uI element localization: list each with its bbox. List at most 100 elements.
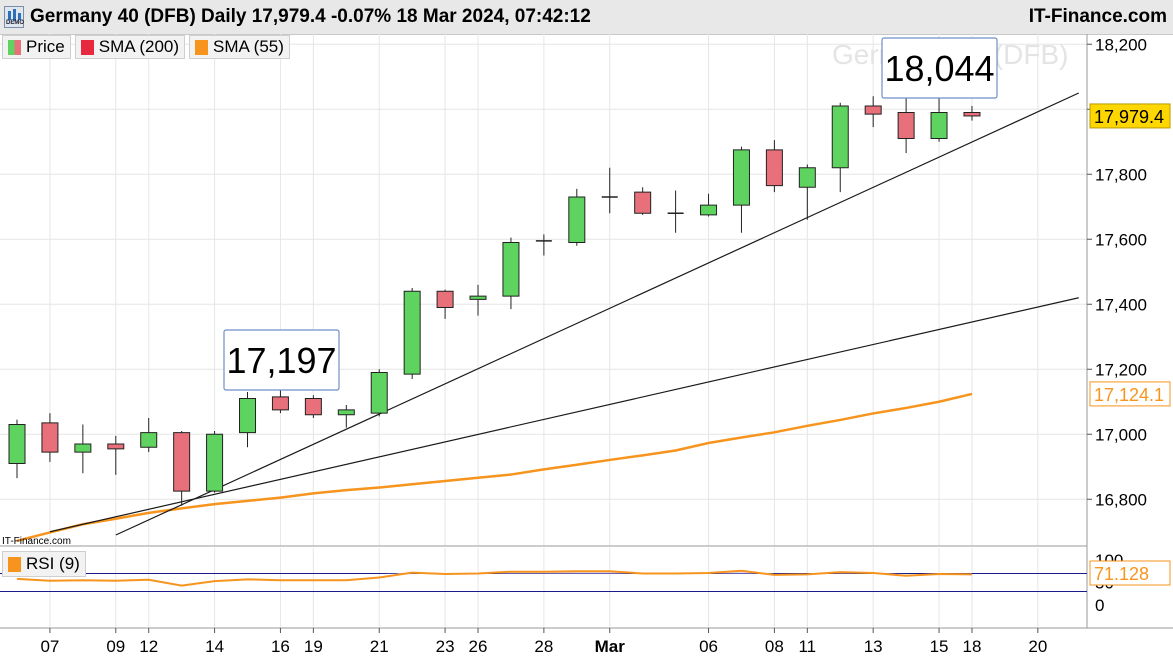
candle [930, 94, 948, 142]
rsi-value-label: 71.128 [1094, 564, 1149, 584]
candle [403, 288, 421, 379]
legend-item-price[interactable]: Price [2, 35, 71, 59]
price-axis: 16,80017,00017,20017,40017,60017,80018,0… [1087, 35, 1171, 509]
date-tick-label: 21 [370, 637, 389, 656]
candle [502, 237, 520, 310]
date-tick-label: 08 [765, 637, 784, 656]
sma55-value-label: 17,124.1 [1094, 385, 1164, 405]
candle-body-up [8, 424, 26, 464]
price-tick-label: 18,200 [1095, 35, 1147, 54]
candle [304, 395, 322, 418]
legend-item-sma200[interactable]: SMA (200) [74, 35, 186, 59]
rsi-swatch-icon [8, 556, 21, 572]
candle [337, 405, 355, 428]
candle-layer [8, 94, 981, 506]
annotation-label: 18,044 [884, 48, 994, 89]
grid-layer [0, 34, 1087, 628]
brand-name: IT-Finance.com [1028, 6, 1167, 27]
sma55-line [16, 392, 973, 543]
candle-body-down [765, 149, 783, 187]
price-tick-label: 17,800 [1095, 165, 1147, 184]
candle [667, 190, 684, 233]
date-tick-label: 15 [930, 637, 949, 656]
candle-body-down [897, 112, 915, 139]
price-tick-label: 17,000 [1095, 425, 1147, 444]
price-swatch-icon [8, 39, 21, 55]
candle-body-up [239, 398, 257, 434]
date-tick-label: 12 [139, 637, 158, 656]
date-tick-label: 20 [1028, 637, 1047, 656]
candle [798, 164, 816, 220]
candle-body-up [74, 443, 92, 453]
candle [601, 167, 618, 214]
date-tick-label: 23 [436, 637, 455, 656]
candle-body-down [436, 290, 454, 308]
candle [469, 284, 487, 316]
date-tick-label: 28 [534, 637, 553, 656]
chart-title: Germany 40 (DFB) Daily 17,979.4 -0.07% 1… [30, 6, 591, 27]
candle-body-up [700, 204, 718, 216]
candle-body-down [634, 191, 652, 214]
candle-body-up [568, 196, 586, 243]
source-label: IT-Finance.com [2, 536, 71, 547]
legend-label: SMA (55) [213, 37, 284, 56]
candle-body-up [831, 105, 849, 169]
date-tick-label: Mar [595, 637, 626, 656]
candle [831, 102, 849, 193]
panel-borders [0, 34, 1173, 629]
candle [8, 419, 26, 479]
rsi-panel: 05010071.128 [0, 551, 1171, 615]
candle [436, 289, 454, 319]
legend: Price SMA (200) SMA (55) [2, 35, 290, 59]
candle-body-up [930, 112, 948, 139]
trendline-1 [115, 92, 1080, 536]
price-tick-label: 17,200 [1095, 360, 1147, 379]
candle-body-up [798, 167, 816, 188]
candle [173, 431, 191, 506]
legend-label: Price [26, 37, 65, 56]
date-tick-label: 07 [40, 637, 59, 656]
price-annotation: 18,044 [881, 37, 998, 99]
date-tick-label: 18 [963, 637, 982, 656]
app-icon-label: DEMO [6, 20, 24, 26]
candle-body-up [502, 242, 520, 297]
price-tick-label: 17,400 [1095, 295, 1147, 314]
legend-label: RSI (9) [26, 554, 80, 573]
candle-body-down [864, 105, 882, 115]
sma-layer [16, 392, 973, 543]
candle-body-up [469, 295, 487, 300]
candle-body-up [370, 372, 388, 414]
candle [732, 146, 750, 233]
price-tick-label: 17,600 [1095, 230, 1147, 249]
candle [535, 234, 552, 256]
candle [700, 193, 718, 217]
candle-body-down [41, 422, 59, 453]
candle [963, 106, 981, 121]
sma55-value-tag [1089, 381, 1171, 407]
price-annotation: 17,197 [223, 329, 340, 391]
last-price-tag [1089, 103, 1171, 129]
legend-item-rsi[interactable]: RSI (9) [2, 551, 86, 577]
date-tick-label: 13 [864, 637, 883, 656]
candle [107, 435, 125, 475]
date-tick-label: 06 [699, 637, 718, 656]
candle-body-down [173, 432, 191, 492]
chart-header: DEMO Germany 40 (DFB) Daily 17,979.4 -0.… [0, 0, 1173, 35]
legend-item-sma55[interactable]: SMA (55) [189, 35, 290, 59]
candle [370, 369, 388, 417]
candle [140, 418, 158, 453]
candle [864, 96, 882, 128]
app-logo-icon[interactable]: DEMO [4, 6, 24, 28]
candle [568, 188, 586, 246]
date-tick-label: 16 [271, 637, 290, 656]
date-tick-label: 11 [798, 637, 816, 656]
candle [765, 140, 783, 193]
annotation-layer: 17,197 18,044 [223, 37, 998, 391]
date-tick-label: 14 [205, 637, 224, 656]
candle-body-down [107, 443, 125, 450]
legend-label: SMA (200) [98, 37, 180, 56]
date-tick-label: 19 [304, 637, 323, 656]
candle [74, 424, 92, 474]
candle [239, 392, 257, 448]
